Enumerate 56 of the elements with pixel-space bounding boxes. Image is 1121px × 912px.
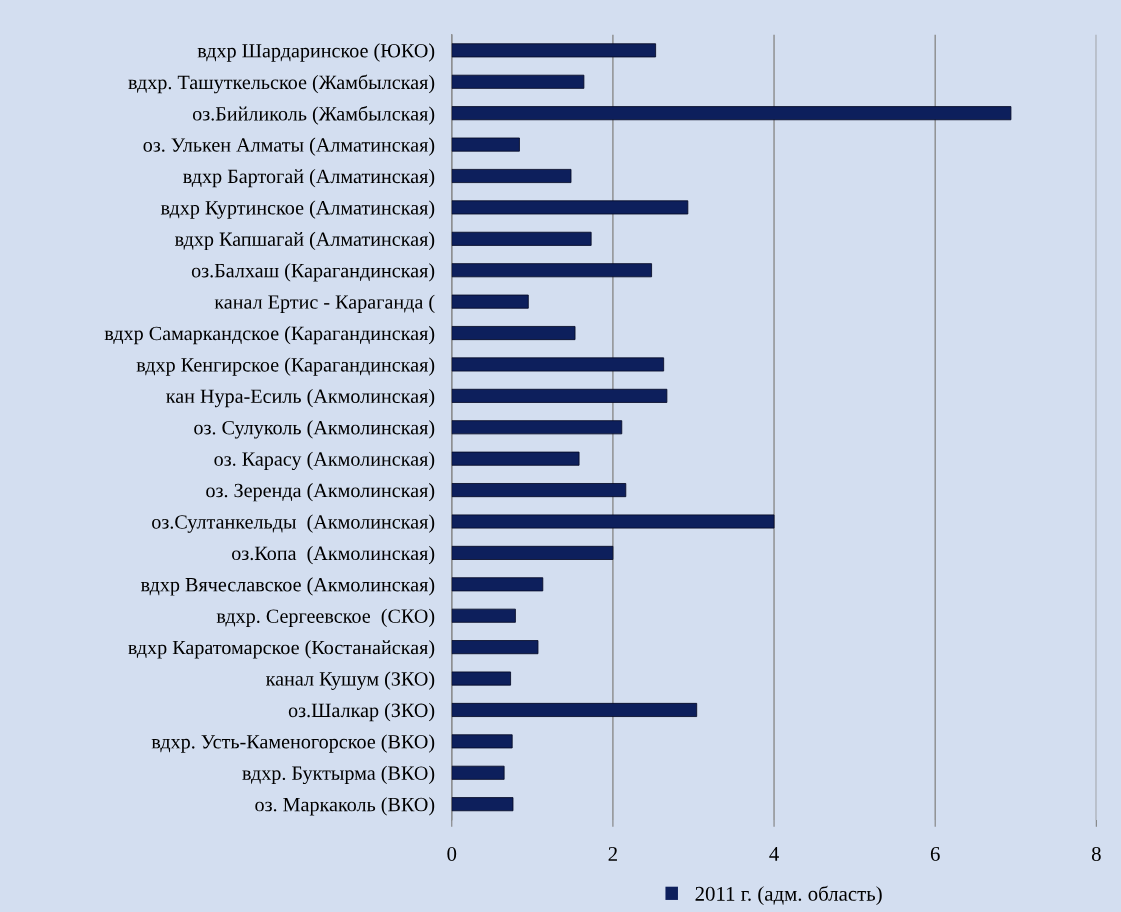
y-tick-label: вдхр Самаркандское (Карагандинская) [104,326,435,345]
bar [451,137,520,152]
x-tick-label: 4 [769,847,779,861]
bar [451,545,614,560]
bar [451,388,668,403]
bar [451,231,592,246]
bar [451,451,580,466]
bar [451,577,544,592]
y-tick-label: оз. Зеренда (Акмолинская) [206,483,435,502]
bar [451,200,689,215]
x-tick-label: 8 [1091,846,1101,861]
bar [451,263,652,278]
y-tick-label: оз.Бийликоль (Жамбылская) [192,105,435,125]
y-tick-label: вдхр Вячеславское (Акмолинская) [140,577,435,596]
bar [451,326,576,341]
y-tick-label: вдхр Каратомарское (Костанайская) [128,640,435,659]
y-tick-label: кан Нура-Есиль (Акмолинская) [166,388,435,408]
bar [451,74,585,89]
y-tick-label: вдхр Бартогай (Алматинская) [183,169,435,188]
y-tick-label: вдхр Кенгирское (Карагандинская) [136,357,435,376]
y-tick-label: оз.Султанкельды (Акмолинская) [152,514,435,533]
legend-label: 2011 г. (адм. область) [695,885,882,906]
y-tick-label: вдхр Капшагай (Алматинская) [174,231,435,251]
y-tick-label: вдхр. Ташуткельское (Жамбылская) [128,74,435,94]
y-tick-label: канал Кушум (ЗКО) [266,671,435,690]
y-tick-label: вдхр Шардаринское (ЮКО) [197,43,435,62]
bar [451,640,539,655]
y-tick-label: оз. Маркаколь (ВКО) [255,797,435,816]
bar [451,514,775,529]
y-tick-label: оз.Копа (Акмолинская) [232,545,435,565]
y-tick-label: вдхр. Усть-Каменогорское (ВКО) [151,734,435,753]
bar [451,702,698,717]
bar [451,608,516,623]
bar [451,765,505,780]
bar [451,294,529,309]
y-tick-label: оз. Карасу (Акмолинская) [214,451,435,471]
bar [451,420,623,435]
bar [451,168,572,184]
y-tick-label: вдхр. Буктырма (ВКО) [242,765,435,785]
x-tick-label: 2 [608,846,617,861]
y-tick-label: оз. Сулуколь (Акмолинская) [194,420,435,439]
bar [451,671,511,686]
y-tick-label: канал Ертис - Караганда ( [214,294,435,313]
bar [451,357,665,372]
y-tick-label: вдхр Куртинское (Алматинская) [160,200,435,219]
bar [451,106,1012,121]
bar [451,483,627,498]
x-tick-label: 6 [930,846,940,861]
y-tick-label: оз.Балхаш (Карагандинская) [191,263,435,282]
y-tick-label: оз. Улькен Алматы (Алматинская) [143,137,435,156]
bar [451,734,513,749]
y-tick-label: оз.Шалкар (ЗКО) [288,702,435,722]
x-tick-label: 0 [447,846,457,861]
y-tick-label: вдхр. Сергеевское (СКО) [216,608,435,627]
bar [451,43,657,58]
bar [451,797,514,812]
